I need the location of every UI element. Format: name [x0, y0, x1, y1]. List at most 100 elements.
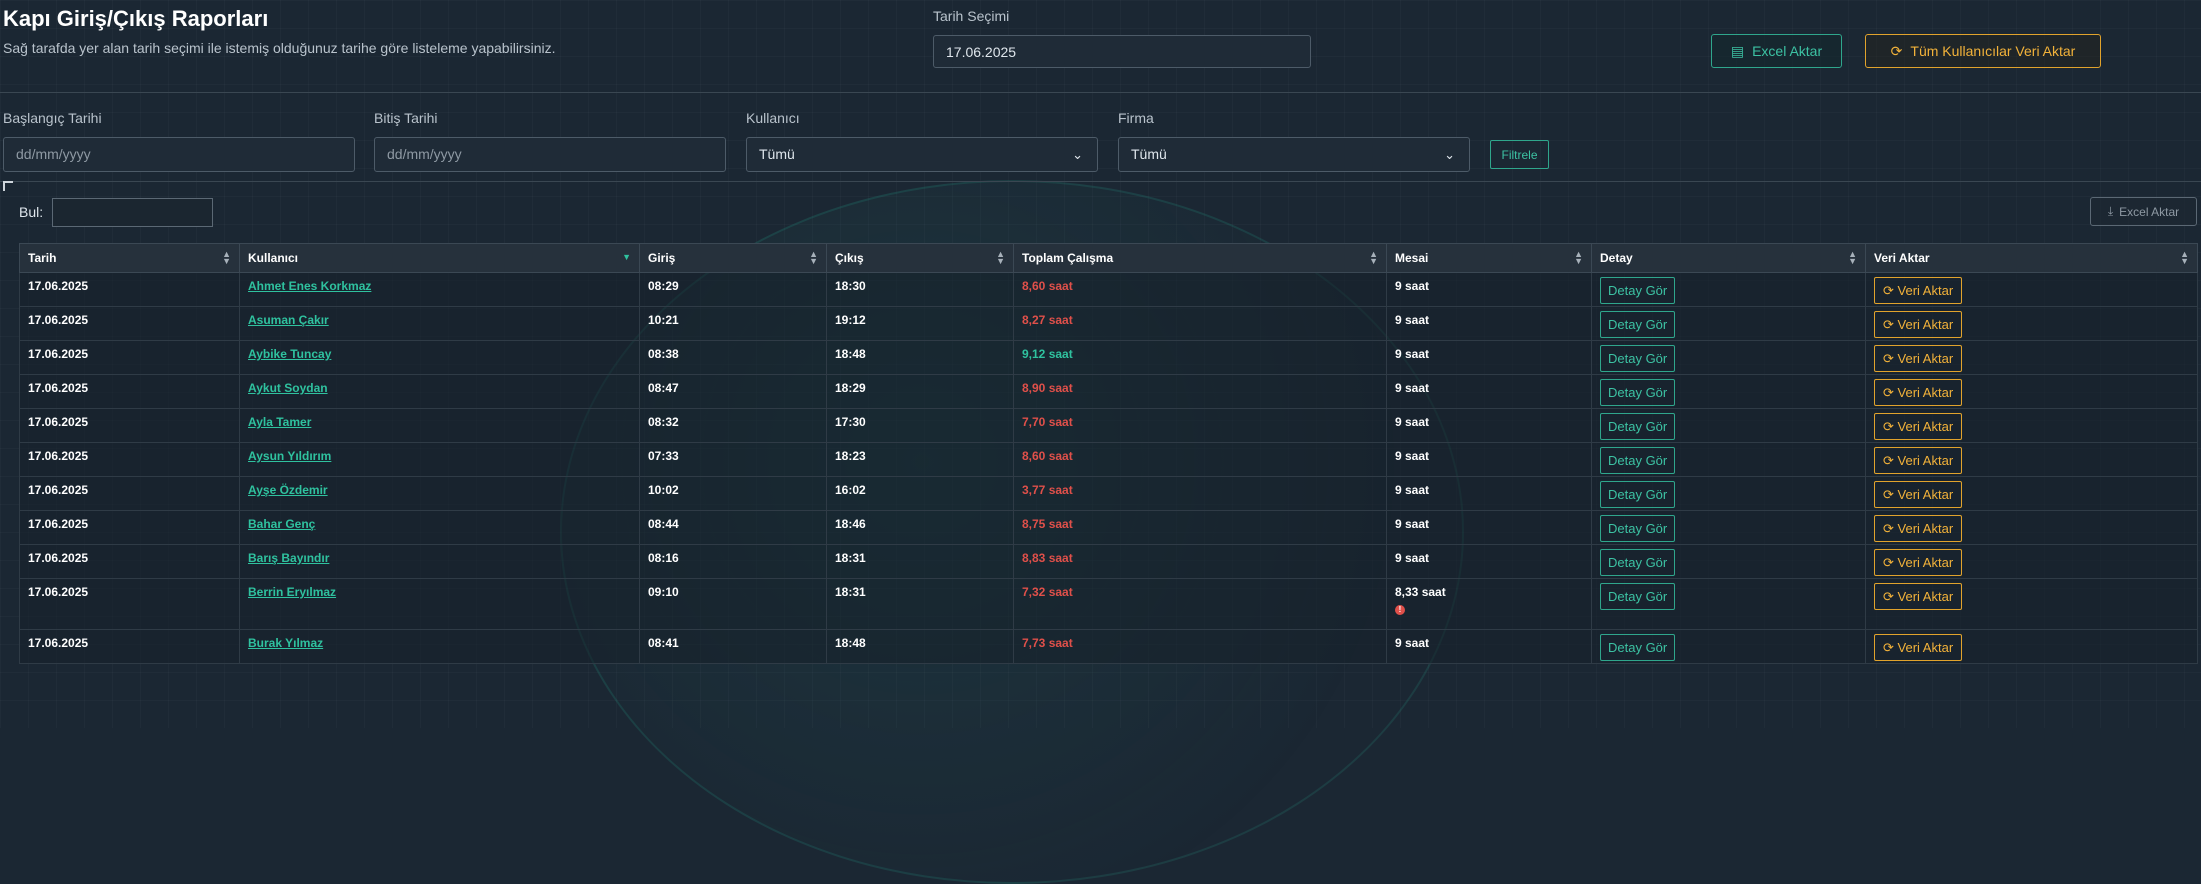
table-row: 17.06.2025 Barış Bayındır 08:16 18:31 8,83 s… [19, 544, 2198, 579]
user-link[interactable]: Ahmet Enes Korkmaz [248, 279, 372, 293]
user-link[interactable]: Asuman Çakır [248, 313, 329, 327]
column-header-label: Tarih [28, 251, 57, 265]
cell-export: ⟳ Veri Aktar [1865, 442, 2198, 477]
user-link[interactable]: Aysun Yıldırım [248, 449, 332, 463]
cell-in: 08:16 [639, 544, 827, 579]
cell-detail: Detay Gör [1591, 340, 1866, 375]
user-link[interactable]: Barış Bayındır [248, 551, 330, 565]
cell-detail: Detay Gör [1591, 442, 1866, 477]
detail-button[interactable]: Detay Gör [1600, 277, 1676, 304]
row-export-button[interactable]: ⟳ Veri Aktar [1874, 345, 1963, 372]
column-header-overtime[interactable]: Mesai ▲ ▼ [1386, 243, 1592, 273]
detail-button[interactable]: Detay Gör [1600, 515, 1676, 542]
column-header-detail[interactable]: Detay ▲ ▼ [1591, 243, 1866, 273]
user-link[interactable]: Ayşe Özdemir [248, 483, 328, 497]
user-link[interactable]: Burak Yılmaz [248, 636, 324, 650]
column-header-user[interactable]: Kullanıcı ▼ [239, 243, 640, 273]
table-excel-export-button[interactable]: ⤓ Excel Aktar [2090, 197, 2197, 226]
user-filter-select[interactable]: Tümü ⌄ [746, 137, 1098, 172]
cell-overtime: 9 saat [1386, 340, 1592, 375]
detail-button[interactable]: Detay Gör [1600, 345, 1676, 372]
row-export-button[interactable]: ⟳ Veri Aktar [1874, 549, 1963, 576]
sync-icon: ⟳ [1883, 351, 1898, 366]
user-link[interactable]: Aykut Soydan [248, 381, 328, 395]
start-date-input[interactable]: dd/mm/yyyy [3, 137, 355, 172]
company-filter-select[interactable]: Tümü ⌄ [1118, 137, 1470, 172]
detail-button[interactable]: Detay Gör [1600, 481, 1676, 508]
cell-date: 17.06.2025 [19, 629, 240, 664]
column-header-total[interactable]: Toplam Çalışma ▲ ▼ [1013, 243, 1387, 273]
cell-overtime: 9 saat [1386, 476, 1592, 511]
excel-export-button[interactable]: ▤ Excel Aktar [1711, 34, 1842, 68]
user-link[interactable]: Berrin Eryılmaz [248, 585, 337, 599]
overtime-hours: 9 saat [1395, 313, 1430, 327]
cell-in: 07:33 [639, 442, 827, 477]
sort-icon: ▲ ▼ [1574, 249, 1583, 266]
cell-export: ⟳ Veri Aktar [1865, 510, 2198, 545]
cell-overtime: 9 saat [1386, 442, 1592, 477]
user-link[interactable]: Aybike Tuncay [248, 347, 332, 361]
search-input[interactable] [52, 198, 213, 227]
table-row: 17.06.2025 Burak Yılmaz 08:41 18:48 7,73 saa… [19, 629, 2198, 664]
cell-date: 17.06.2025 [19, 578, 240, 630]
cell-out: 18:48 [826, 340, 1014, 375]
row-export-button[interactable]: ⟳ Veri Aktar [1874, 583, 1963, 610]
detail-button[interactable]: Detay Gör [1600, 413, 1676, 440]
row-export-button[interactable]: ⟳ Veri Aktar [1874, 379, 1963, 406]
row-export-label: Veri Aktar [1897, 419, 1954, 434]
row-export-button[interactable]: ⟳ Veri Aktar [1874, 515, 1963, 542]
row-export-button[interactable]: ⟳ Veri Aktar [1874, 447, 1963, 474]
user-link[interactable]: Ayla Tamer [248, 415, 312, 429]
row-export-button[interactable]: ⟳ Veri Aktar [1874, 277, 1963, 304]
row-export-button[interactable]: ⟳ Veri Aktar [1874, 481, 1963, 508]
cell-total: 8,90 saat [1013, 374, 1387, 409]
column-header-out[interactable]: Çıkış ▲ ▼ [826, 243, 1014, 273]
overtime-hours: 9 saat [1395, 347, 1430, 361]
cell-total: 9,12 saat [1013, 340, 1387, 375]
cell-total: 7,70 saat [1013, 408, 1387, 443]
sort-icon: ▲ ▼ [222, 249, 231, 266]
row-export-label: Veri Aktar [1897, 521, 1954, 536]
sort-icon: ▲ ▼ [809, 249, 818, 266]
row-export-button[interactable]: ⟳ Veri Aktar [1874, 413, 1963, 440]
detail-button[interactable]: Detay Gör [1600, 379, 1676, 406]
cell-date: 17.06.2025 [19, 306, 240, 341]
user-link[interactable]: Bahar Genç [248, 517, 316, 531]
cell-out: 17:30 [826, 408, 1014, 443]
sync-icon: ⟳ [1883, 385, 1898, 400]
overtime-hours: 9 saat [1395, 279, 1430, 293]
column-header-date[interactable]: Tarih ▲ ▼ [19, 243, 240, 273]
column-header-in[interactable]: Giriş ▲ ▼ [639, 243, 827, 273]
detail-button[interactable]: Detay Gör [1600, 634, 1676, 661]
chevron-down-icon: ⌄ [1072, 147, 1083, 162]
filter-button[interactable]: Filtrele [1490, 140, 1549, 169]
cell-total: 7,73 saat [1013, 629, 1387, 664]
cell-export: ⟳ Veri Aktar [1865, 272, 2198, 307]
date-select-input[interactable]: 17.06.2025 [933, 35, 1311, 68]
cell-user: Burak Yılmaz [239, 629, 640, 664]
row-export-label: Veri Aktar [1897, 487, 1954, 502]
sort-icon: ▲ ▼ [2180, 249, 2189, 266]
cell-date: 17.06.2025 [19, 544, 240, 579]
detail-button[interactable]: Detay Gör [1600, 447, 1676, 474]
detail-button[interactable]: Detay Gör [1600, 311, 1676, 338]
column-header-export[interactable]: Veri Aktar ▲ ▼ [1865, 243, 2198, 273]
row-export-button[interactable]: ⟳ Veri Aktar [1874, 311, 1963, 338]
all-users-export-button[interactable]: ⟳ Tüm Kullanıcılar Veri Aktar [1865, 34, 2101, 68]
total-hours: 8,60 saat [1022, 449, 1073, 463]
row-export-label: Veri Aktar [1897, 640, 1954, 655]
cell-in: 09:10 [639, 578, 827, 630]
detail-button[interactable]: Detay Gör [1600, 549, 1676, 576]
table-row: 17.06.2025 Ayla Tamer 08:32 17:30 7,70 saat 9… [19, 408, 2198, 443]
corner-marker [3, 181, 13, 191]
total-hours: 8,60 saat [1022, 279, 1073, 293]
cell-date: 17.06.2025 [19, 374, 240, 409]
cell-user: Aysun Yıldırım [239, 442, 640, 477]
cell-date: 17.06.2025 [19, 272, 240, 307]
date-select-label: Tarih Seçimi [933, 8, 1010, 24]
column-header-label: Çıkış [835, 251, 864, 265]
detail-button[interactable]: Detay Gör [1600, 583, 1676, 610]
row-export-button[interactable]: ⟳ Veri Aktar [1874, 634, 1963, 661]
end-date-input[interactable]: dd/mm/yyyy [374, 137, 726, 172]
table-row: 17.06.2025 Asuman Çakır 10:21 19:12 8,27 saa… [19, 306, 2198, 341]
